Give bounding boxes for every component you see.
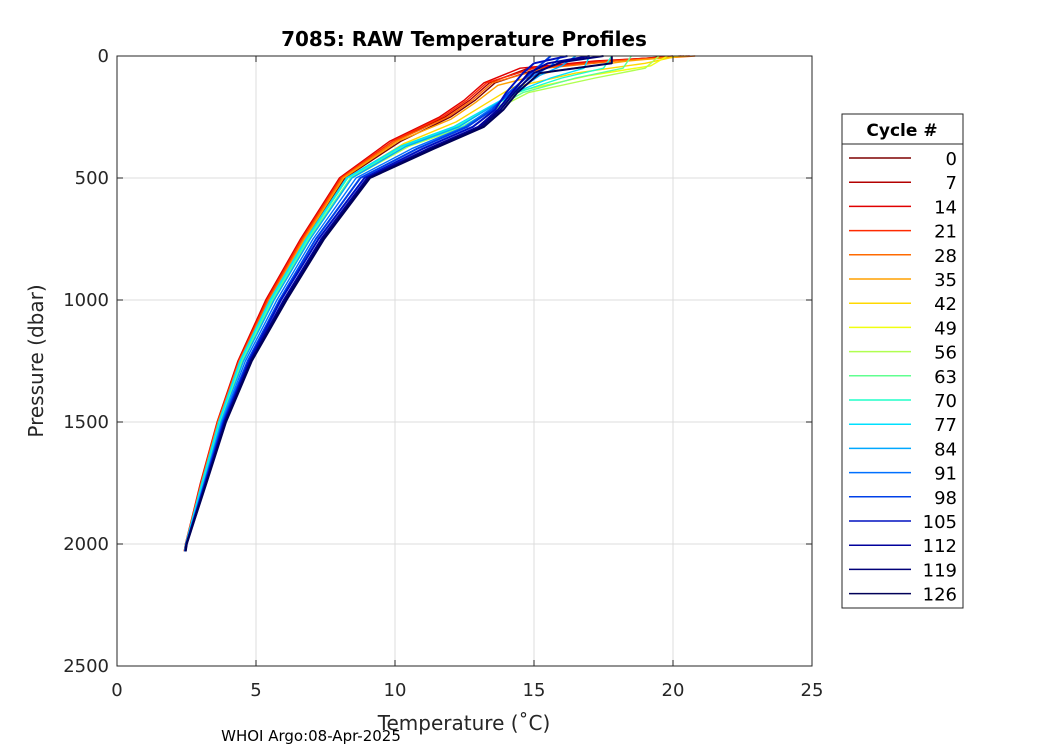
legend-entry-label: 35 bbox=[934, 270, 957, 291]
plot-area bbox=[117, 56, 812, 666]
x-axis-label: Temperature (˚C) bbox=[377, 711, 551, 735]
legend-entry-label: 98 bbox=[934, 488, 957, 509]
legend-entry-label: 14 bbox=[934, 197, 957, 218]
footer-credit: WHOI Argo:08-Apr-2025 bbox=[221, 727, 401, 745]
x-tick-label: 20 bbox=[662, 680, 685, 701]
legend-entry-label: 7 bbox=[946, 173, 957, 194]
y-axis-label: Pressure (dbar) bbox=[24, 284, 48, 437]
x-tick-label: 15 bbox=[523, 680, 546, 701]
y-tick-label: 2000 bbox=[63, 534, 109, 555]
legend-entry-label: 28 bbox=[934, 246, 957, 267]
axis-ticks: 0 5 10 15 20 25 0 500 1000 1500 2000 2500 bbox=[63, 46, 823, 701]
legend-entry-label: 56 bbox=[934, 343, 957, 364]
legend-entry-label: 105 bbox=[923, 512, 957, 533]
x-tick-label: 10 bbox=[384, 680, 407, 701]
legend-entry-label: 119 bbox=[923, 560, 957, 581]
legend-entry-label: 70 bbox=[934, 391, 957, 412]
legend-entry-label: 0 bbox=[946, 149, 957, 170]
legend-entry-label: 84 bbox=[934, 439, 957, 460]
legend-entry-label: 91 bbox=[934, 464, 957, 485]
x-tick-label: 25 bbox=[801, 680, 824, 701]
series-line-cycle-77 bbox=[183, 55, 591, 552]
series-group bbox=[183, 55, 696, 552]
y-tick-label: 0 bbox=[98, 46, 109, 67]
plot-frame bbox=[116, 55, 813, 667]
legend-entry-label: 21 bbox=[934, 222, 957, 243]
legend-entry-label: 77 bbox=[934, 415, 957, 436]
legend-box bbox=[841, 113, 964, 609]
x-tick-label: 0 bbox=[111, 680, 122, 701]
legend-title: Cycle # bbox=[866, 121, 937, 141]
series-line-cycle-126 bbox=[184, 56, 613, 552]
legend-entry-label: 63 bbox=[934, 367, 957, 388]
chart-title: 7085: RAW Temperature Profiles bbox=[281, 27, 647, 51]
y-tick-label: 1000 bbox=[63, 290, 109, 311]
legend-entry-label: 42 bbox=[934, 294, 957, 315]
legend-entry-label: 112 bbox=[923, 536, 957, 557]
y-tick-label: 500 bbox=[75, 168, 109, 189]
legend: Cycle # 0 7 14 21 28 35 42 49 56 63 70 77 84 91 98 105 1… bbox=[841, 113, 964, 609]
y-tick-label: 1500 bbox=[63, 412, 109, 433]
x-tick-label: 5 bbox=[250, 680, 261, 701]
legend-entry-label: 49 bbox=[934, 318, 957, 339]
y-tick-label: 2500 bbox=[63, 656, 109, 677]
legend-entry-label: 126 bbox=[923, 585, 957, 606]
